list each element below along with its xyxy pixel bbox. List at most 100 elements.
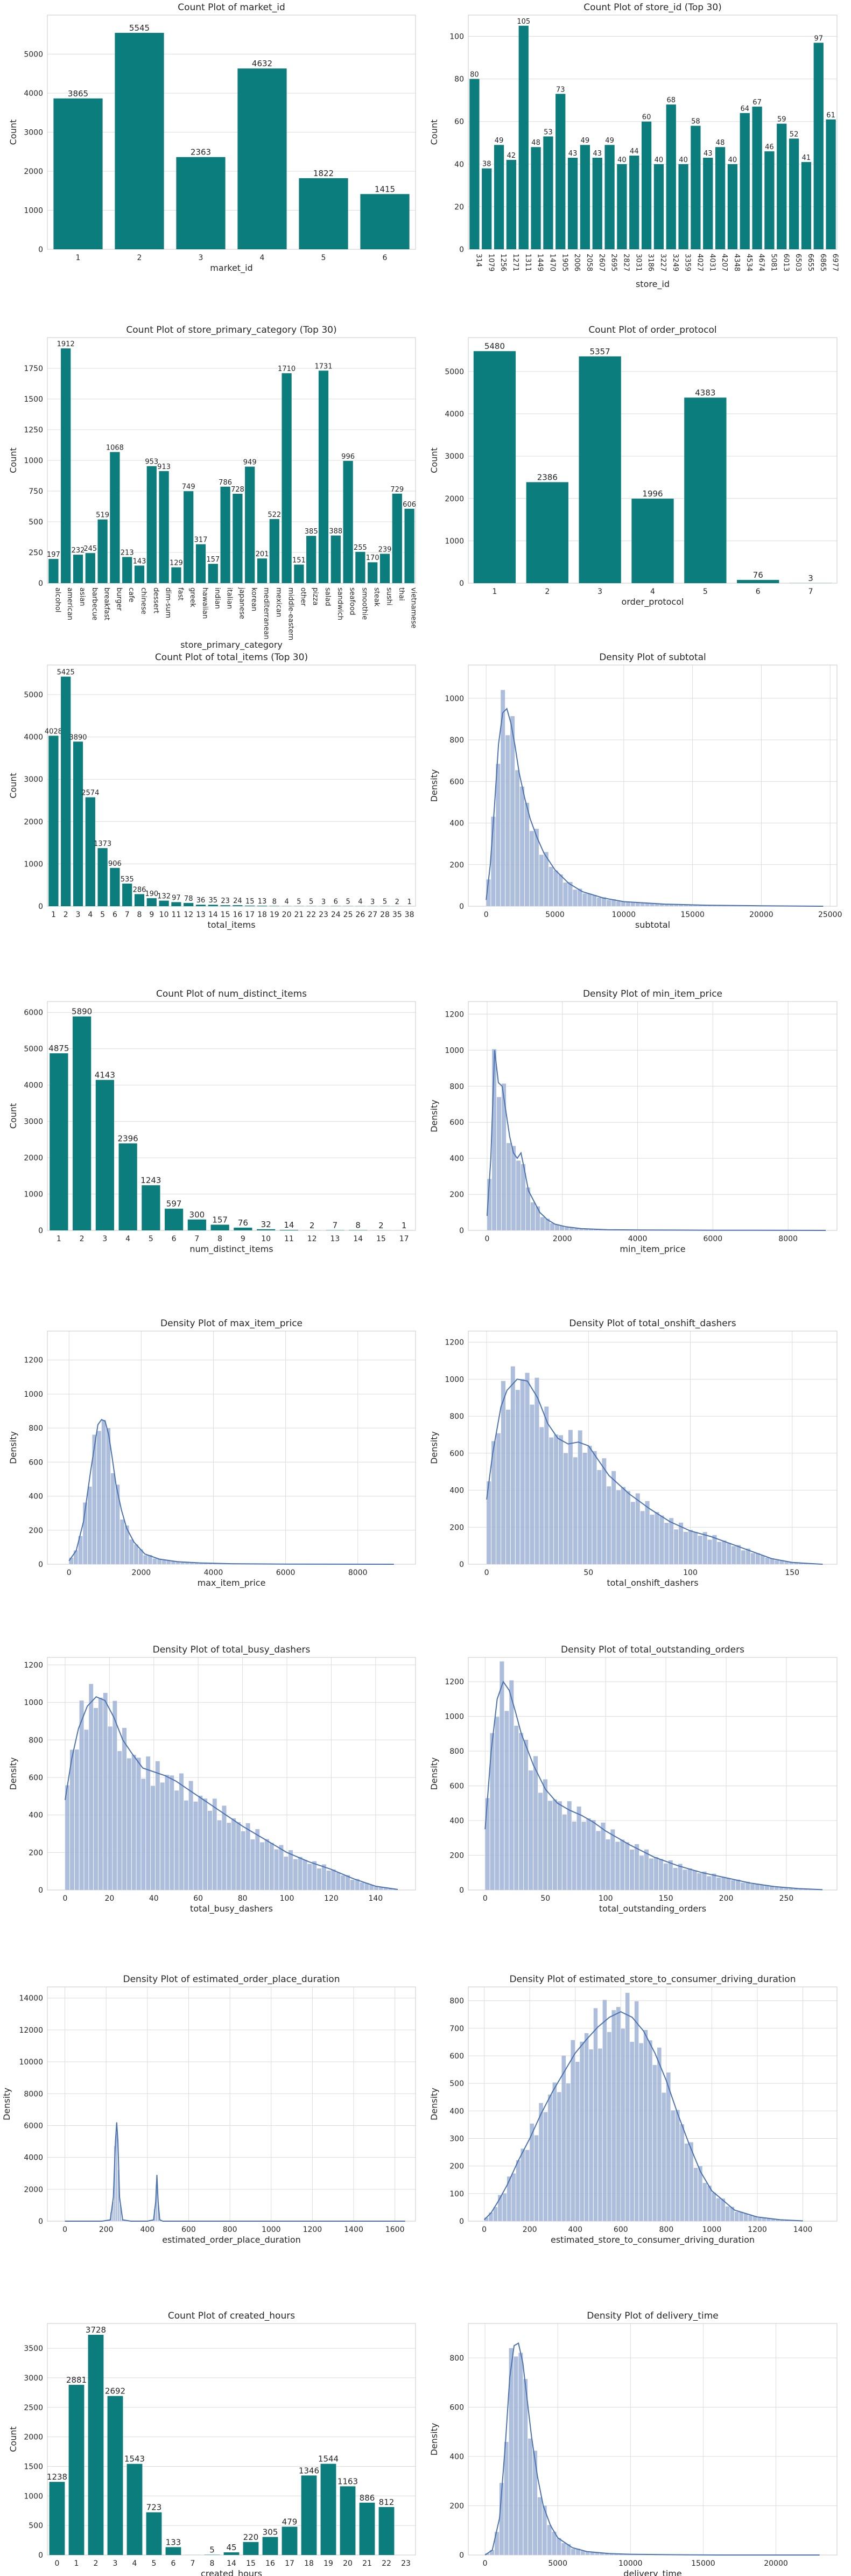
y-tick-label: 12000 — [19, 2026, 43, 2035]
y-tick-label: 200 — [29, 1527, 43, 1535]
histogram-bar — [542, 2505, 547, 2556]
x-tick-label: 50 — [540, 1894, 550, 1903]
histogram-bar — [558, 874, 563, 907]
y-axis-label: Count — [8, 447, 18, 473]
bar — [257, 558, 268, 583]
chart-panel-2: Count Plot of store_primary_category (To… — [8, 325, 418, 650]
x-tick-label: 3249 — [671, 254, 679, 271]
x-tick-label: seafood — [348, 587, 356, 615]
bar — [318, 370, 329, 583]
histogram-bar — [505, 1409, 511, 1565]
y-tick-label: 1000 — [24, 1699, 43, 1707]
histogram-bar — [87, 1486, 92, 1565]
bar — [379, 554, 390, 583]
histogram-bar — [606, 1839, 610, 1891]
bar — [220, 486, 230, 583]
y-tick-label: 200 — [449, 2502, 464, 2511]
x-tick-label: 38 — [405, 911, 414, 919]
histogram-bar — [303, 1859, 307, 1891]
histogram-bar — [712, 1535, 717, 1565]
histogram-bar — [688, 1529, 693, 1565]
histogram-bar — [188, 1781, 193, 1891]
histogram-bar — [250, 1839, 255, 1891]
histogram-bar — [634, 1844, 639, 1891]
y-tick-label: 100 — [449, 33, 464, 41]
y-axis-label: Count — [8, 2426, 18, 2452]
y-tick-label: 200 — [449, 1852, 464, 1860]
bar-value-label: 239 — [378, 546, 392, 554]
histogram-bar — [509, 1680, 514, 1891]
histogram-bar — [557, 2538, 561, 2556]
x-tick-label: 17 — [399, 1235, 409, 1243]
histogram-bar — [529, 830, 534, 907]
y-tick-label: 200 — [449, 861, 464, 870]
histogram-bar — [644, 1849, 649, 1891]
histogram-bar — [516, 2160, 521, 2222]
x-tick-label: 80 — [238, 1894, 248, 1903]
histogram-bar — [528, 2438, 533, 2556]
x-tick-label: smoothie — [360, 587, 368, 620]
x-tick-label: 1 — [57, 1235, 61, 1243]
x-tick-label: 1311 — [524, 254, 532, 271]
x-tick-label: 200 — [719, 1894, 734, 1903]
histogram-bar — [621, 2028, 625, 2222]
x-tick-label: 4348 — [733, 254, 741, 271]
bar-value-label: 201 — [256, 550, 269, 558]
histogram-bar — [716, 1877, 721, 1891]
histogram-bar — [673, 1529, 679, 1565]
bar — [73, 555, 83, 583]
bar — [176, 157, 226, 249]
bar-value-label: 48 — [716, 139, 725, 147]
histogram-bar — [563, 882, 568, 907]
histogram-bar — [640, 903, 645, 907]
bar-value-label: 35 — [209, 897, 218, 905]
bar-value-label: 78 — [184, 895, 193, 903]
bar-value-label: 5 — [346, 898, 350, 906]
y-tick-label: 1000 — [445, 1713, 464, 1721]
histogram-bar — [582, 1452, 587, 1565]
histogram-bar — [274, 1849, 279, 1891]
histogram-bar — [88, 1683, 94, 1891]
histogram-bar — [101, 1419, 106, 1565]
bar — [482, 168, 492, 249]
y-tick-label: 0 — [459, 1886, 464, 1895]
histogram-bar — [222, 1805, 227, 1891]
histogram-bar — [707, 2185, 712, 2222]
histogram-bar — [698, 2166, 703, 2222]
bar-value-label: 14 — [284, 1220, 294, 1230]
x-tick-label: 6503 — [794, 254, 802, 271]
bar — [678, 164, 688, 249]
histogram-bar — [490, 1733, 495, 1891]
bar-value-label: 8 — [272, 898, 277, 906]
bar-value-label: 1373 — [94, 840, 111, 848]
x-tick-label: 1079 — [487, 254, 495, 271]
x-tick-label: 7 — [194, 1235, 199, 1243]
histogram-bar — [593, 2008, 598, 2222]
x-axis-label: order_protocol — [622, 597, 684, 607]
histogram-bar — [515, 769, 520, 907]
y-tick-label: 4000 — [24, 733, 43, 742]
bar — [282, 373, 292, 583]
x-tick-label: 4674 — [757, 254, 765, 271]
histogram-bar — [131, 1754, 136, 1891]
histogram-bar — [160, 1782, 165, 1891]
bar-value-label: 4383 — [695, 388, 715, 397]
bar — [210, 1224, 229, 1230]
bar-value-label: 232 — [72, 547, 85, 555]
bar-value-label: 6 — [334, 898, 338, 906]
histogram-bar — [678, 1522, 684, 1565]
x-tick-label: 0 — [483, 1894, 488, 1903]
chart-title: Density Plot of subtotal — [599, 652, 706, 663]
histogram-bar — [717, 1542, 722, 1565]
x-tick-label: 0 — [484, 1235, 489, 1243]
histogram-bar — [548, 866, 554, 907]
histogram-bar — [576, 1806, 581, 1891]
y-tick-label: 1000 — [24, 1390, 43, 1399]
y-tick-label: 4000 — [24, 89, 43, 98]
histogram-bar — [524, 802, 530, 907]
x-tick-label: 20 — [104, 1894, 114, 1903]
y-axis-label: Count — [8, 773, 18, 799]
histogram-bar — [601, 1822, 606, 1891]
x-tick-label: 4 — [125, 1235, 130, 1243]
x-tick-label: fast — [176, 587, 184, 600]
